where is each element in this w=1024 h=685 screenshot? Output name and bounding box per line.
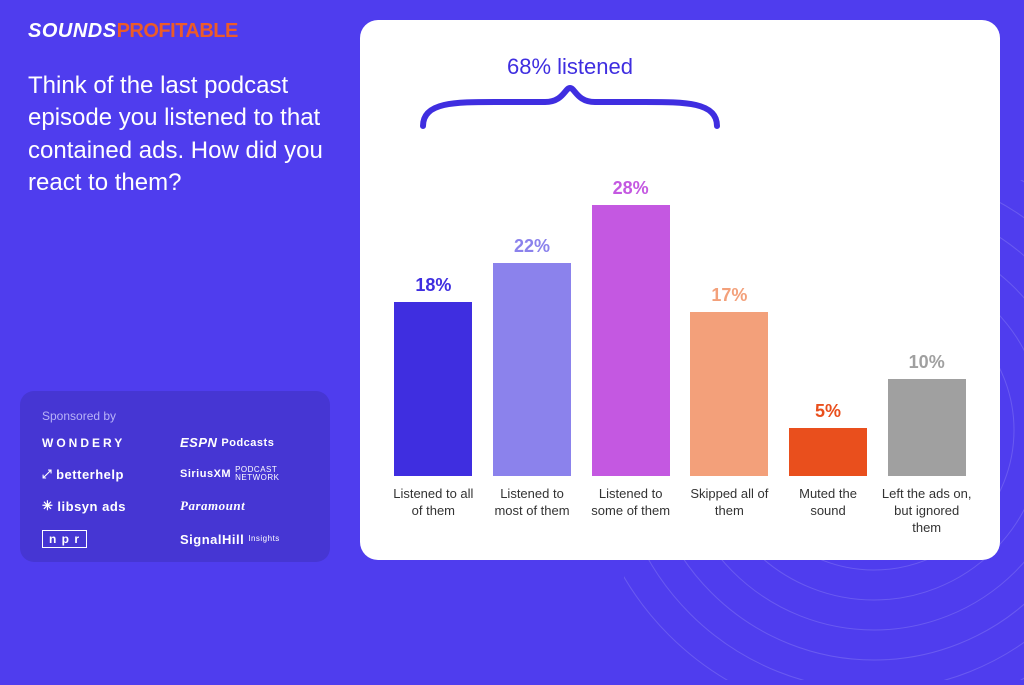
sponsor-paramount: Paramount: [180, 498, 308, 514]
sponsor-signalhill: SignalHillInsights: [180, 532, 308, 547]
logo-part-2: PROFITABLE: [117, 20, 238, 42]
bar-rect: [394, 302, 472, 476]
bar-col-0: 18% Listened to all of them: [384, 170, 483, 540]
logo-part-1: SOUNDS: [28, 20, 117, 42]
chart-annotation: 68% listened: [420, 54, 720, 135]
bar-label: Muted the sound: [782, 486, 875, 540]
bar-rect: [789, 428, 867, 476]
bar-col-3: 17% Skipped all of them: [680, 170, 779, 540]
chart-card: 68% listened 18% Listened to all of them…: [360, 20, 1000, 560]
bar-label: Skipped all of them: [683, 486, 776, 540]
bar-rect: [493, 263, 571, 476]
sponsor-npr: n p r: [42, 530, 170, 548]
bar-label: Left the ads on, but ignored them: [880, 486, 973, 540]
bar-label: Listened to some of them: [584, 486, 677, 540]
sponsor-wondery: WONDERY: [42, 436, 170, 450]
bar-value: 17%: [711, 285, 747, 306]
sponsor-siriusxm: SiriusXMPODCASTNETWORK: [180, 466, 308, 482]
sponsor-betterhelp: ⤢betterhelp: [42, 467, 170, 482]
bar-value: 22%: [514, 236, 550, 257]
brace-icon: [415, 82, 725, 130]
bar-rect: [690, 312, 768, 476]
bar-label: Listened to most of them: [486, 486, 579, 540]
sponsor-espn: ESPNPodcasts: [180, 435, 308, 450]
bar-col-2: 28% Listened to some of them: [581, 170, 680, 540]
bar-col-1: 22% Listened to most of them: [483, 170, 582, 540]
bar-col-4: 5% Muted the sound: [779, 170, 878, 540]
bar-value: 28%: [613, 178, 649, 199]
bar-col-5: 10% Left the ads on, but ignored them: [877, 170, 976, 540]
bar-rect: [888, 379, 966, 476]
bar-label: Listened to all of them: [387, 486, 480, 540]
annotation-label: 68% listened: [420, 54, 720, 80]
sponsors-label: Sponsored by: [42, 409, 308, 423]
bar-value: 10%: [909, 352, 945, 373]
sponsor-libsyn: ✳libsyn ads: [42, 498, 170, 514]
sponsors-panel: Sponsored by WONDERY ESPNPodcasts ⤢bette…: [20, 391, 330, 562]
bar-value: 5%: [815, 401, 841, 422]
brand-logo: SOUNDSPROFITABLE: [28, 20, 238, 43]
sponsors-grid: WONDERY ESPNPodcasts ⤢betterhelp SiriusX…: [42, 435, 308, 548]
bar-rect: [592, 205, 670, 476]
bars-area: 18% Listened to all of them 22% Listened…: [384, 170, 976, 540]
bar-value: 18%: [415, 275, 451, 296]
question-text: Think of the last podcast episode you li…: [28, 70, 328, 200]
